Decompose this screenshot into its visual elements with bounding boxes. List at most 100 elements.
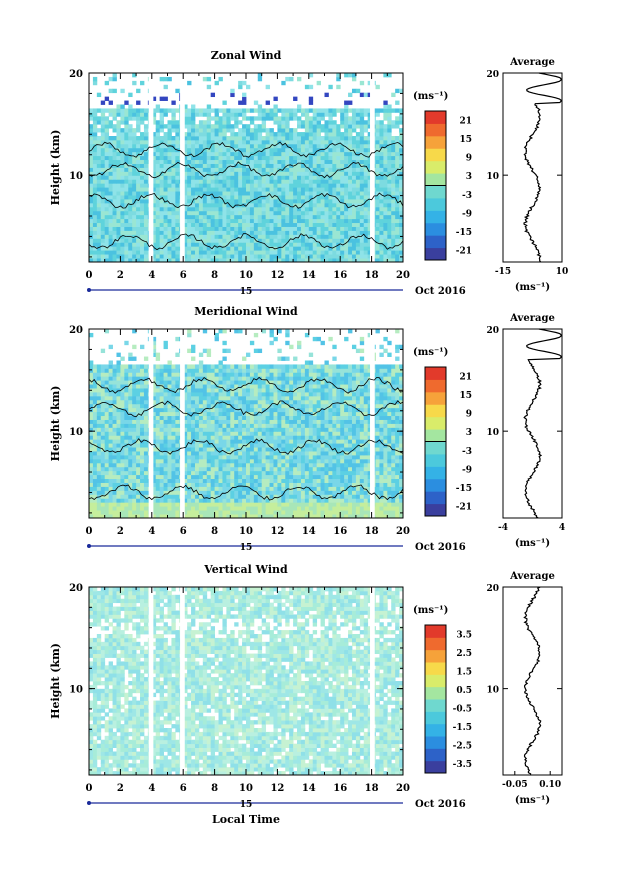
heatmap-cell (348, 183, 352, 187)
heatmap-cell (101, 199, 105, 203)
heatmap-cell (317, 207, 321, 211)
heatmap-cell (281, 439, 285, 443)
heatmap-cell (97, 211, 101, 215)
heatmap-cell (97, 219, 101, 223)
heatmap-cell (321, 451, 325, 455)
heatmap-cell (344, 108, 348, 112)
heatmap-cell (297, 156, 301, 160)
heatmap-cell (144, 160, 148, 164)
heatmap-cell (344, 156, 348, 160)
heatmap-cell (262, 231, 266, 235)
heatmap-cell (242, 81, 246, 85)
heatmap-cell (136, 187, 140, 191)
heatmap-cell (250, 116, 254, 120)
heatmap-cell (116, 199, 120, 203)
heatmap-cell (336, 471, 340, 475)
heatmap-cell (222, 471, 226, 475)
heatmap-cell (309, 203, 313, 207)
heatmap-cell (360, 144, 364, 148)
heatmap-cell (352, 175, 356, 179)
heatmap-cell (124, 459, 128, 463)
heatmap-cell (128, 156, 132, 160)
x-tick-label: 14 (302, 270, 316, 281)
heatmap-cell (250, 140, 254, 144)
heatmap-cell (156, 510, 160, 514)
heatmap-cell (258, 443, 262, 447)
heatmap-cell (273, 187, 277, 191)
heatmap-cell (105, 510, 109, 514)
heatmap-cell (301, 187, 305, 191)
heatmap-cell (360, 215, 364, 219)
heatmap-cell (254, 187, 258, 191)
heatmap-cell (203, 431, 207, 435)
heatmap-cell (348, 490, 352, 494)
heatmap-cell (116, 431, 120, 435)
heatmap-cell (289, 160, 293, 164)
heatmap-cell (250, 483, 254, 487)
heatmap-cell (215, 199, 219, 203)
heatmap-cell (195, 435, 199, 439)
heatmap-cell (175, 498, 179, 502)
heatmap-cell (352, 459, 356, 463)
heatmap-cell (258, 187, 262, 191)
heatmap-cell (219, 140, 223, 144)
heatmap-cell (128, 431, 132, 435)
heatmap-cell (258, 136, 262, 140)
heatmap-cell (340, 254, 344, 258)
heatmap-cell (171, 483, 175, 487)
heatmap-cell (230, 116, 234, 120)
heatmap-cell (97, 479, 101, 483)
heatmap-cell (199, 510, 203, 514)
heatmap-cell (109, 156, 113, 160)
heatmap-cell (160, 187, 164, 191)
heatmap-cell (254, 207, 258, 211)
heatmap-cell (313, 132, 317, 136)
heatmap-cell (273, 108, 277, 112)
heatmap-cell (101, 156, 105, 160)
heatmap-cell (160, 124, 164, 128)
heatmap-cell (352, 108, 356, 112)
heatmap-cell (109, 234, 113, 238)
heatmap-cell (348, 459, 352, 463)
heatmap-cell (383, 231, 387, 235)
heatmap-cell (187, 171, 191, 175)
heatmap-cell (105, 132, 109, 136)
heatmap-cell (305, 116, 309, 120)
heatmap-cell (238, 463, 242, 467)
heatmap-cell (364, 483, 368, 487)
heatmap-cell (89, 124, 93, 128)
heatmap-cell (387, 156, 391, 160)
heatmap-cell (332, 451, 336, 455)
heatmap-cell (199, 487, 203, 491)
heatmap-cell (187, 483, 191, 487)
heatmap-cell (128, 231, 132, 235)
heatmap-cell (203, 108, 207, 112)
heatmap-cell (246, 479, 250, 483)
heatmap-cell (344, 459, 348, 463)
heatmap-cell (273, 199, 277, 203)
heatmap-cell (387, 183, 391, 187)
heatmap-cell (226, 510, 230, 514)
heatmap-cell (321, 467, 325, 471)
heatmap-cell (230, 471, 234, 475)
heatmap-cell (120, 195, 124, 199)
heatmap-cell (219, 116, 223, 120)
heatmap-cell (160, 128, 164, 132)
heatmap-cell (207, 183, 211, 187)
heatmap-cell (364, 250, 368, 254)
heatmap-cell (360, 439, 364, 443)
heatmap-cell (250, 502, 254, 506)
heatmap-cell (97, 435, 101, 439)
heatmap-cell (242, 494, 246, 498)
heatmap-cell (250, 467, 254, 471)
heatmap-cell (360, 112, 364, 116)
heatmap-cell (199, 223, 203, 227)
heatmap-cell (144, 487, 148, 491)
heatmap-cell (124, 242, 128, 246)
heatmap-cell (97, 487, 101, 491)
heatmap-cell (273, 120, 277, 124)
heatmap-cell (270, 112, 274, 116)
heatmap-cell (262, 156, 266, 160)
heatmap-cell (277, 124, 281, 128)
heatmap-cell (297, 108, 301, 112)
